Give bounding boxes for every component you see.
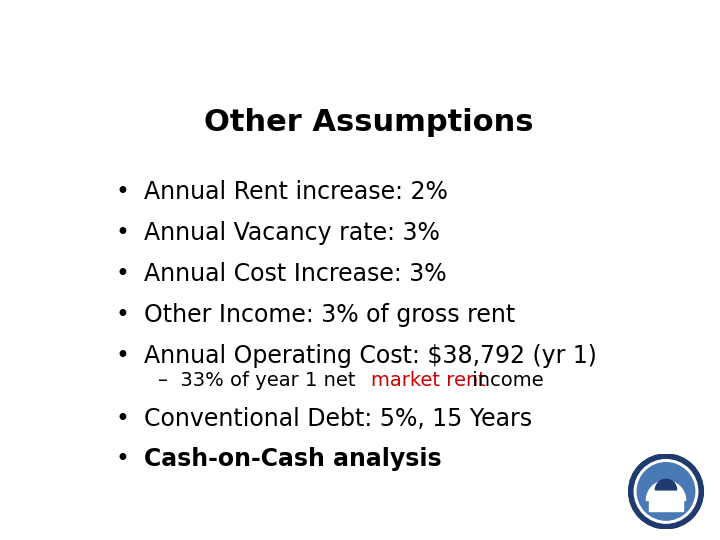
Text: •: • [116,221,130,245]
Text: Cash-on-Cash analysis: Cash-on-Cash analysis [144,448,442,471]
Text: Annual Vacancy rate: 3%: Annual Vacancy rate: 3% [144,221,440,245]
Text: Other Income: 3% of gross rent: Other Income: 3% of gross rent [144,303,516,327]
Circle shape [629,454,703,529]
Circle shape [637,463,695,520]
Text: Conventional Debt: 5%, 15 Years: Conventional Debt: 5%, 15 Years [144,407,532,431]
Text: Annual Cost Increase: 3%: Annual Cost Increase: 3% [144,262,447,286]
FancyBboxPatch shape [649,501,683,511]
Text: Other Assumptions: Other Assumptions [204,108,534,137]
Text: income: income [466,372,544,390]
Wedge shape [647,481,685,501]
Text: •: • [116,303,130,327]
Wedge shape [655,480,677,490]
Text: •: • [116,180,130,204]
Text: •: • [116,262,130,286]
Text: •: • [116,448,130,471]
Text: Annual Rent increase: 2%: Annual Rent increase: 2% [144,180,448,204]
Text: •: • [116,343,130,368]
Text: market rent: market rent [371,372,485,390]
Circle shape [634,460,698,523]
Text: •: • [116,407,130,431]
Text: Annual Operating Cost: $38,792 (yr 1): Annual Operating Cost: $38,792 (yr 1) [144,343,597,368]
Text: –  33% of year 1 net: – 33% of year 1 net [158,372,362,390]
